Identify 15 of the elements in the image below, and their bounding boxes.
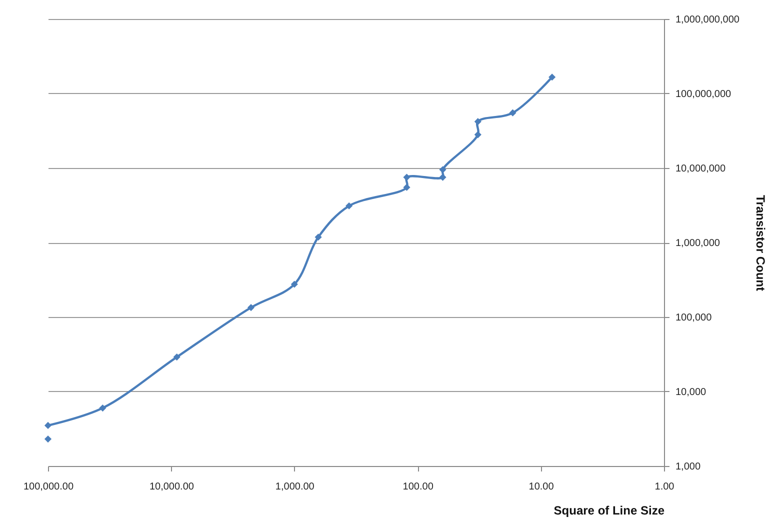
y-tick-label: 100,000 <box>676 312 712 324</box>
x-axis-title: Square of Line Size <box>554 504 665 518</box>
x-tick-label: 100,000.00 <box>23 482 74 492</box>
x-tick-label: 1,000.00 <box>275 482 315 492</box>
y-tick-label: 10,000,000 <box>676 164 726 174</box>
y-tick-label: 1,000,000 <box>676 238 720 249</box>
x-tick-label: 10,000.00 <box>149 482 194 492</box>
x-tick-label: 1.00 <box>654 482 675 492</box>
y-tick-label: 100,000,000 <box>676 89 732 100</box>
y-tick-label: 10,000 <box>676 387 707 398</box>
x-tick-label: 10.00 <box>528 482 554 492</box>
x-tick-label: 100.00 <box>402 482 434 492</box>
y-tick-label: 1,000,000,000 <box>676 14 740 26</box>
y-axis-title: Transistor Count <box>753 194 768 292</box>
y-tick-label: 1,000 <box>676 462 701 472</box>
